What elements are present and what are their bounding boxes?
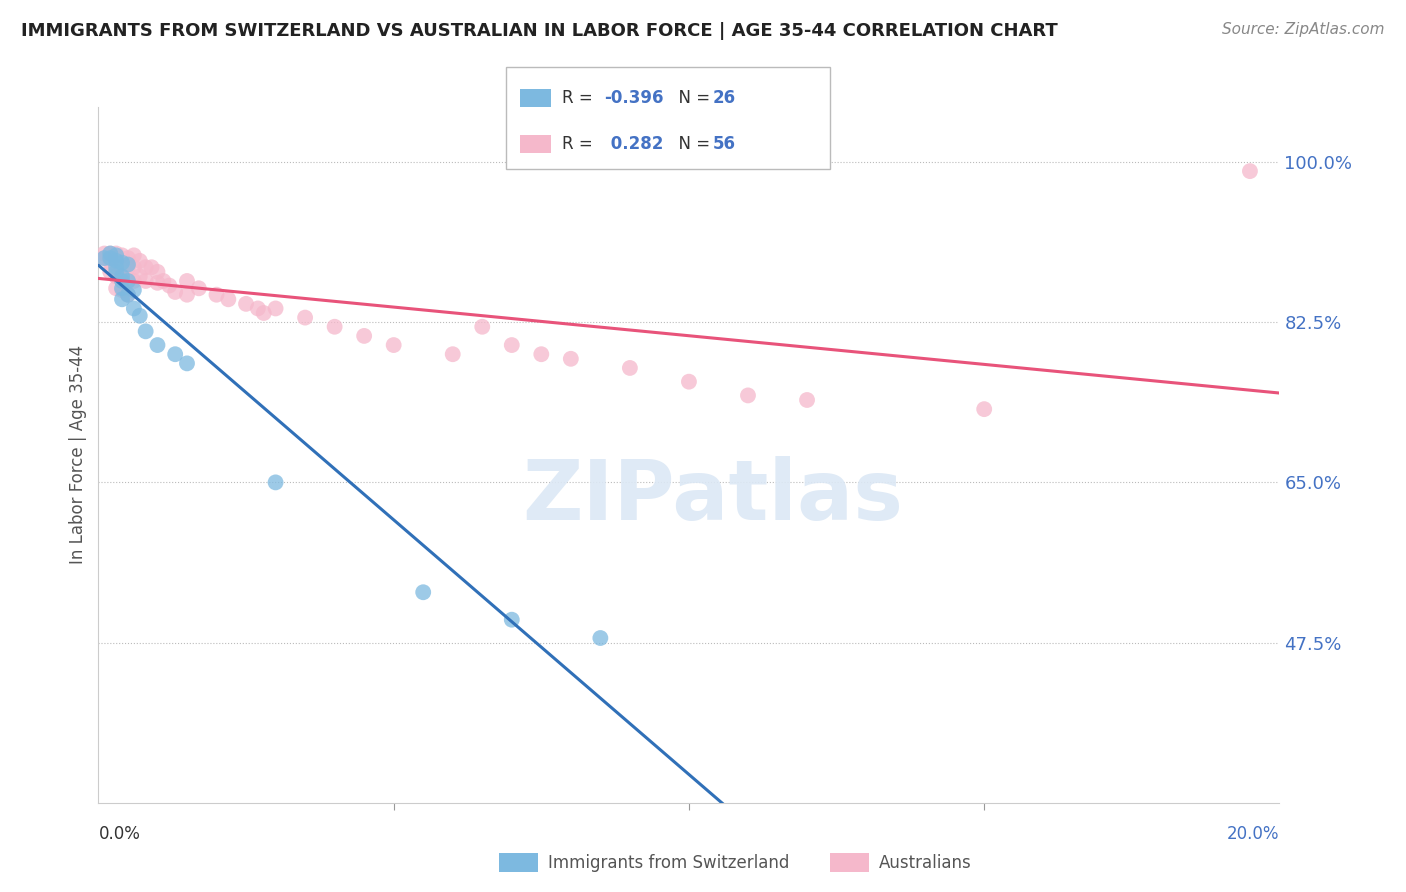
Text: R =: R = bbox=[562, 135, 599, 153]
Point bbox=[146, 265, 169, 279]
Point bbox=[111, 269, 134, 284]
Point bbox=[146, 276, 169, 290]
Text: N =: N = bbox=[668, 135, 716, 153]
Text: ZIPatlas: ZIPatlas bbox=[522, 456, 903, 537]
Point bbox=[93, 251, 115, 265]
Text: Immigrants from Switzerland: Immigrants from Switzerland bbox=[548, 855, 790, 872]
Point bbox=[678, 375, 700, 389]
Point bbox=[353, 329, 375, 343]
Text: 0.0%: 0.0% bbox=[98, 825, 141, 843]
Point bbox=[105, 253, 128, 268]
Point bbox=[157, 278, 180, 293]
Point bbox=[111, 260, 134, 275]
Point bbox=[111, 283, 134, 297]
Point bbox=[135, 260, 157, 275]
Text: IMMIGRANTS FROM SWITZERLAND VS AUSTRALIAN IN LABOR FORCE | AGE 35-44 CORRELATION: IMMIGRANTS FROM SWITZERLAND VS AUSTRALIA… bbox=[21, 22, 1057, 40]
Point bbox=[122, 248, 145, 262]
Point bbox=[501, 613, 523, 627]
Point bbox=[117, 274, 139, 288]
Point bbox=[294, 310, 316, 325]
Text: -0.396: -0.396 bbox=[605, 88, 664, 107]
Point bbox=[176, 287, 198, 301]
Point bbox=[117, 274, 139, 288]
Point bbox=[111, 269, 134, 284]
Text: 0.282: 0.282 bbox=[605, 135, 664, 153]
Point bbox=[122, 260, 145, 275]
Text: 26: 26 bbox=[713, 88, 735, 107]
Text: R =: R = bbox=[562, 88, 599, 107]
Point bbox=[235, 297, 257, 311]
Point bbox=[412, 585, 434, 599]
Point bbox=[128, 269, 150, 284]
Text: N =: N = bbox=[668, 88, 716, 107]
Point bbox=[560, 351, 582, 366]
Point bbox=[98, 246, 121, 260]
Point bbox=[737, 388, 759, 402]
Point bbox=[105, 260, 128, 275]
Point bbox=[128, 309, 150, 323]
Point bbox=[589, 631, 612, 645]
Point bbox=[111, 274, 134, 288]
Point bbox=[122, 301, 145, 316]
Point bbox=[98, 251, 121, 265]
Point bbox=[135, 324, 157, 338]
Point bbox=[117, 260, 139, 275]
Point bbox=[111, 255, 134, 269]
Point bbox=[117, 287, 139, 301]
Point bbox=[253, 306, 276, 320]
Point bbox=[264, 301, 287, 316]
Point bbox=[128, 253, 150, 268]
Point bbox=[146, 338, 169, 352]
Point bbox=[619, 361, 641, 376]
Point bbox=[973, 402, 995, 417]
Point bbox=[165, 285, 187, 299]
Point bbox=[93, 251, 115, 265]
Point bbox=[105, 251, 128, 265]
Point bbox=[501, 338, 523, 352]
Point bbox=[111, 293, 134, 307]
Point bbox=[152, 274, 174, 288]
Point bbox=[264, 475, 287, 490]
Y-axis label: In Labor Force | Age 35-44: In Labor Force | Age 35-44 bbox=[69, 345, 87, 565]
Point bbox=[323, 319, 346, 334]
Point bbox=[176, 274, 198, 288]
Point bbox=[105, 246, 128, 260]
Point bbox=[135, 274, 157, 288]
Point bbox=[205, 287, 228, 301]
Point bbox=[105, 248, 128, 262]
Point bbox=[122, 274, 145, 288]
Point bbox=[441, 347, 464, 361]
Point bbox=[111, 248, 134, 262]
Point bbox=[98, 251, 121, 265]
Point bbox=[98, 265, 121, 279]
Point bbox=[98, 246, 121, 260]
Point bbox=[471, 319, 494, 334]
Point bbox=[98, 255, 121, 269]
Point bbox=[122, 283, 145, 297]
Point bbox=[141, 260, 163, 275]
Point bbox=[105, 269, 128, 284]
Point bbox=[105, 260, 128, 275]
Point bbox=[246, 301, 269, 316]
Point bbox=[117, 258, 139, 272]
Point bbox=[1239, 164, 1261, 178]
Point bbox=[217, 293, 239, 307]
Point bbox=[187, 281, 209, 295]
Point bbox=[165, 347, 187, 361]
Point bbox=[93, 246, 115, 260]
Text: 20.0%: 20.0% bbox=[1227, 825, 1279, 843]
Text: 56: 56 bbox=[713, 135, 735, 153]
Text: Source: ZipAtlas.com: Source: ZipAtlas.com bbox=[1222, 22, 1385, 37]
Text: Australians: Australians bbox=[879, 855, 972, 872]
Point bbox=[105, 281, 128, 295]
Point bbox=[176, 356, 198, 370]
Point bbox=[105, 265, 128, 279]
Point bbox=[117, 251, 139, 265]
Point bbox=[117, 287, 139, 301]
Point bbox=[382, 338, 405, 352]
Point bbox=[530, 347, 553, 361]
Point bbox=[796, 392, 818, 407]
Point bbox=[111, 281, 134, 295]
